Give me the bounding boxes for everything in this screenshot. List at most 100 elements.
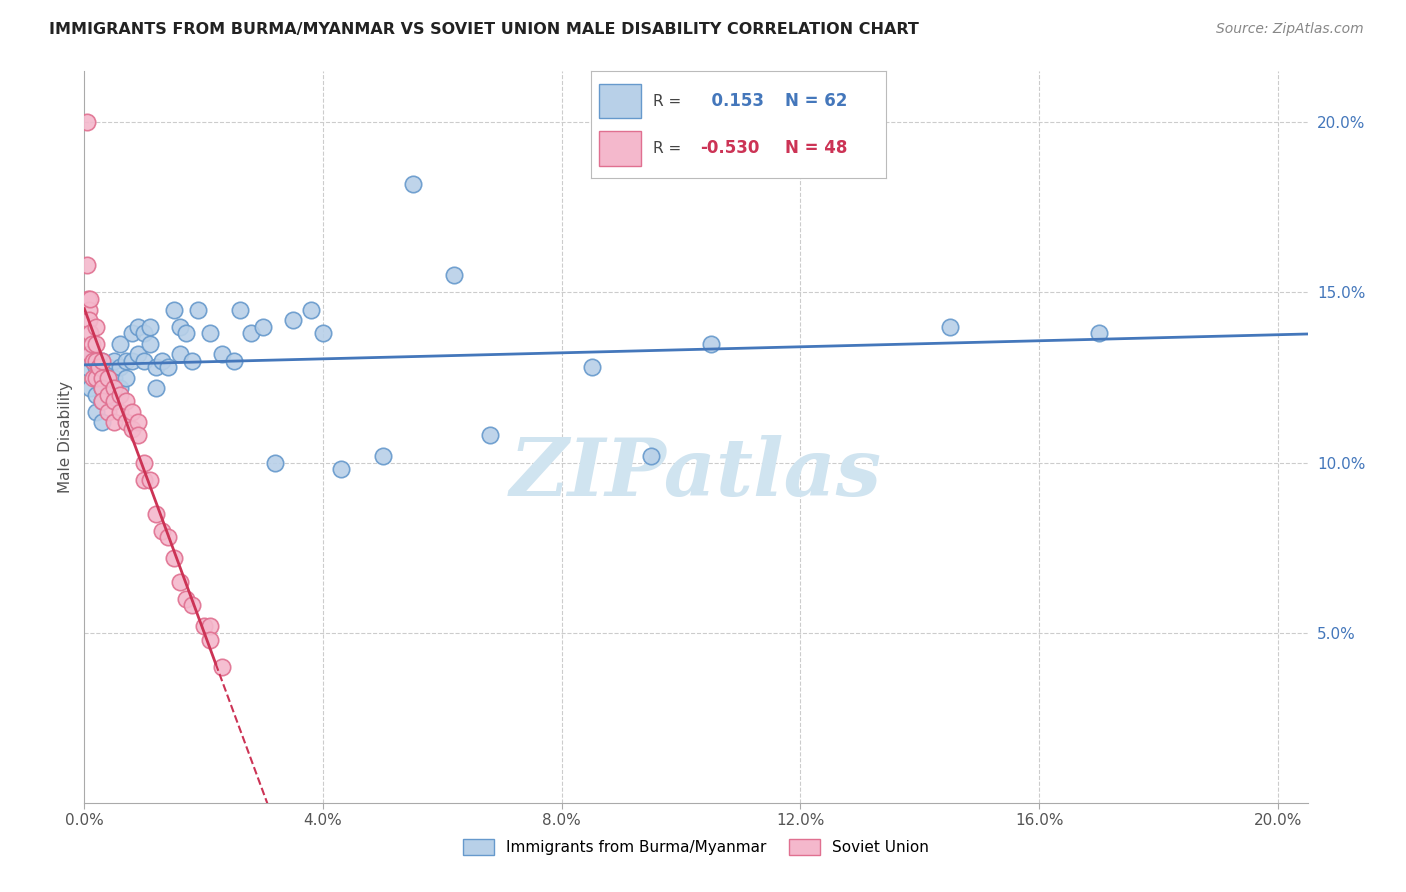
Point xyxy=(103,370,125,384)
Point xyxy=(76,360,98,375)
Point xyxy=(174,591,197,606)
Point xyxy=(222,353,245,368)
Text: N = 62: N = 62 xyxy=(786,93,848,111)
Point xyxy=(79,347,101,361)
Point xyxy=(581,360,603,375)
Point xyxy=(443,268,465,283)
Point xyxy=(283,312,305,326)
Point xyxy=(174,326,197,341)
Point xyxy=(97,370,120,384)
Point xyxy=(156,531,179,545)
Point xyxy=(640,449,662,463)
Point xyxy=(938,319,960,334)
Point xyxy=(89,360,111,375)
Point xyxy=(91,381,114,395)
Point xyxy=(97,387,120,401)
Point xyxy=(121,326,143,341)
FancyBboxPatch shape xyxy=(599,131,641,166)
Point xyxy=(211,347,233,361)
Point xyxy=(115,415,138,429)
Point xyxy=(132,456,155,470)
Point xyxy=(150,353,173,368)
Point xyxy=(91,394,114,409)
Point xyxy=(211,659,233,673)
Point xyxy=(198,632,221,647)
Point xyxy=(169,347,191,361)
Point xyxy=(76,115,98,129)
Point xyxy=(121,404,143,418)
Point xyxy=(132,473,155,487)
Point xyxy=(76,258,98,272)
Point xyxy=(252,319,274,334)
Point xyxy=(401,177,423,191)
Point xyxy=(312,326,335,341)
Point xyxy=(115,370,138,384)
Point xyxy=(139,336,162,351)
Point xyxy=(108,381,131,395)
Point xyxy=(91,353,114,368)
Point xyxy=(121,353,143,368)
Point xyxy=(145,381,167,395)
Point xyxy=(77,302,100,317)
Point xyxy=(91,370,114,384)
Point xyxy=(139,319,162,334)
Point xyxy=(115,394,138,409)
Point xyxy=(79,381,101,395)
Point xyxy=(198,619,221,633)
Point xyxy=(145,507,167,521)
Point xyxy=(169,319,191,334)
Point xyxy=(1087,326,1109,341)
Point xyxy=(198,326,221,341)
Point xyxy=(169,574,191,589)
Point xyxy=(97,387,120,401)
Point xyxy=(228,302,250,317)
Point xyxy=(77,312,100,326)
Point xyxy=(79,326,101,341)
Text: 0.153: 0.153 xyxy=(700,93,763,111)
Point xyxy=(127,415,149,429)
Point xyxy=(84,360,107,375)
Point xyxy=(91,394,114,409)
Point xyxy=(108,387,131,401)
Point xyxy=(84,353,107,368)
Point xyxy=(479,428,502,442)
Point xyxy=(127,347,149,361)
Point xyxy=(156,360,179,375)
Point xyxy=(79,293,101,307)
Point xyxy=(127,428,149,442)
Point xyxy=(84,387,107,401)
Point xyxy=(79,347,101,361)
Point xyxy=(103,381,125,395)
Point xyxy=(700,336,723,351)
Point xyxy=(91,353,114,368)
Point xyxy=(84,370,107,384)
Text: Source: ZipAtlas.com: Source: ZipAtlas.com xyxy=(1216,22,1364,37)
Point xyxy=(163,302,186,317)
FancyBboxPatch shape xyxy=(599,84,641,119)
Point xyxy=(103,381,125,395)
Point xyxy=(89,370,111,384)
Point xyxy=(82,370,104,384)
Point xyxy=(84,319,107,334)
Point xyxy=(84,404,107,418)
Point xyxy=(193,619,215,633)
Point xyxy=(84,336,107,351)
Point xyxy=(77,293,100,307)
Point xyxy=(97,370,120,384)
Point xyxy=(103,394,125,409)
Text: N = 48: N = 48 xyxy=(786,139,848,157)
Point xyxy=(127,319,149,334)
Text: IMMIGRANTS FROM BURMA/MYANMAR VS SOVIET UNION MALE DISABILITY CORRELATION CHART: IMMIGRANTS FROM BURMA/MYANMAR VS SOVIET … xyxy=(49,22,920,37)
Point xyxy=(139,473,162,487)
Y-axis label: Male Disability: Male Disability xyxy=(58,381,73,493)
Point xyxy=(97,404,120,418)
Point xyxy=(150,524,173,538)
Point xyxy=(97,360,120,375)
Text: ZIPatlas: ZIPatlas xyxy=(510,435,882,512)
Point xyxy=(132,326,155,341)
Point xyxy=(108,336,131,351)
Point xyxy=(299,302,322,317)
Point xyxy=(82,353,104,368)
Point xyxy=(103,415,125,429)
Point xyxy=(121,421,143,435)
